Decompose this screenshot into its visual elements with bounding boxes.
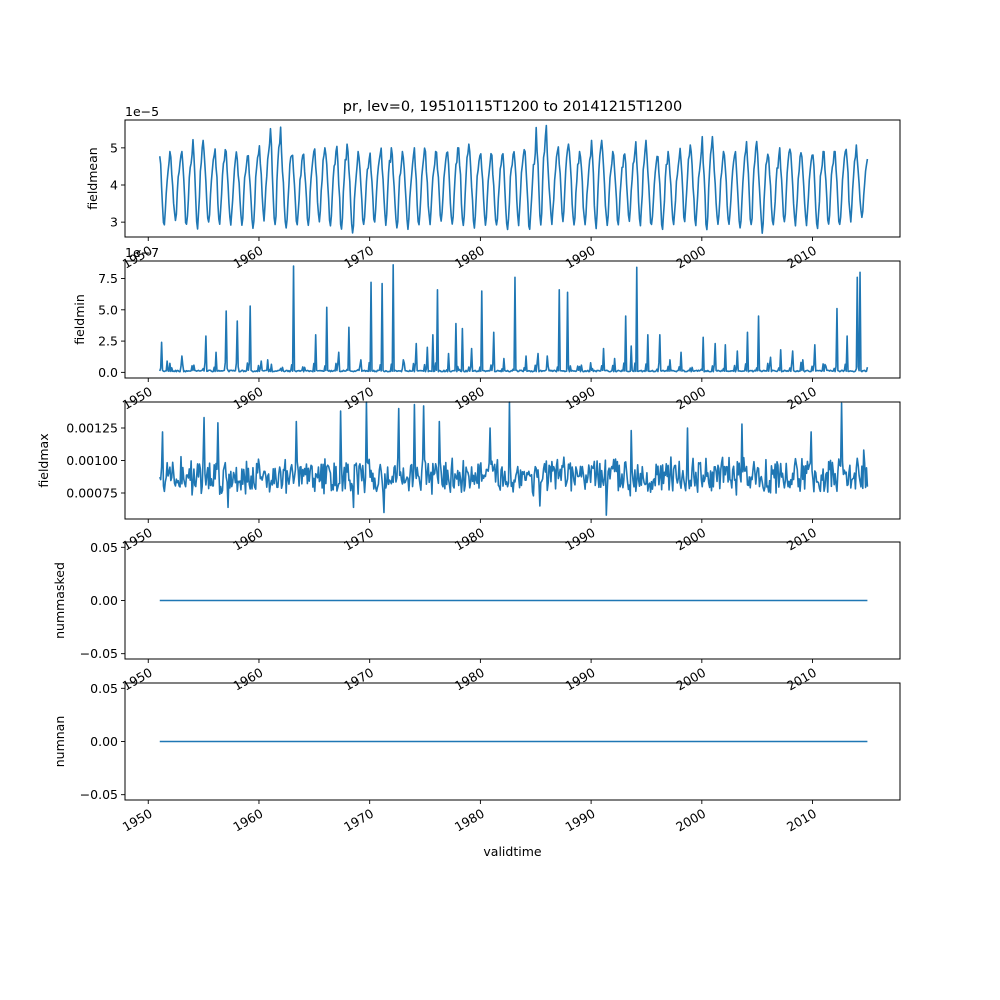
- y-axis-label-nummasked: nummasked: [52, 562, 67, 639]
- y-tick-label-fieldmax-1: 0.00100: [66, 453, 118, 468]
- y-tick-label-fieldmin-3: 7.5: [98, 271, 118, 286]
- y-tick-label-numnan-2: 0.05: [90, 681, 118, 696]
- series-line-fieldmin: [158, 263, 869, 373]
- y-tick-label-fieldmean-2: 5: [110, 140, 118, 155]
- axes-frame-fieldmin: [124, 260, 901, 379]
- series-line-fieldmax: [159, 401, 869, 516]
- y-tick-label-nummasked-2: 0.05: [90, 540, 118, 555]
- y-tick-label-nummasked-0: −0.05: [80, 646, 118, 661]
- y-tick-label-fieldmean-0: 3: [110, 215, 118, 230]
- series-line-fieldmean: [158, 124, 869, 234]
- y-tick-label-fieldmean-1: 4: [110, 178, 118, 193]
- y-tick-label-fieldmax-0: 0.00075: [66, 486, 118, 501]
- y-axis-label-numnan: numnan: [52, 716, 67, 768]
- y-tick-label-fieldmin-1: 2.5: [98, 334, 118, 349]
- y-tick-label-numnan-0: −0.05: [80, 787, 118, 802]
- y-axis-label-fieldmean: fieldmean: [85, 147, 100, 209]
- x-axis-label: validtime: [483, 844, 541, 859]
- axes-frame-fieldmean: [124, 119, 901, 238]
- y-tick-label-fieldmax-2: 0.00125: [66, 421, 118, 436]
- offset-label-fieldmean: 1e−5: [125, 104, 159, 119]
- y-axis-label-fieldmin: fieldmin: [72, 294, 87, 345]
- y-tick-label-fieldmin-0: 0.0: [98, 365, 118, 380]
- y-tick-label-numnan-1: 0.00: [90, 734, 118, 749]
- y-axis-label-fieldmax: fieldmax: [36, 433, 51, 487]
- y-tick-label-nummasked-1: 0.00: [90, 593, 118, 608]
- y-tick-label-fieldmin-2: 5.0: [98, 302, 118, 317]
- offset-label-fieldmin: 1e−7: [125, 245, 159, 260]
- chart-title: pr, lev=0, 19510115T1200 to 20141215T120…: [343, 99, 682, 115]
